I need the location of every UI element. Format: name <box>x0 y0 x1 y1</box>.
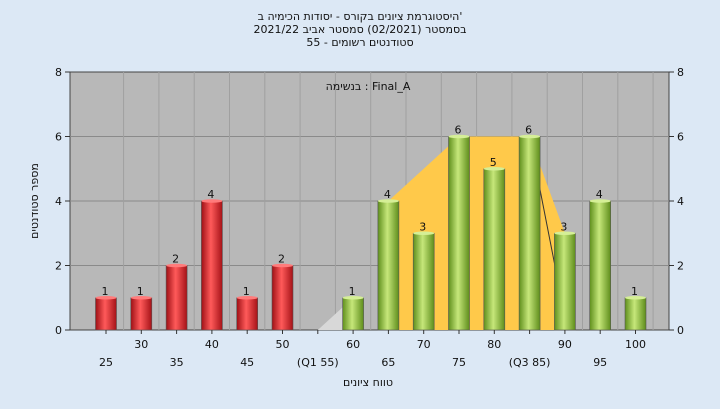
x-tick-label: 60 <box>346 338 360 351</box>
y-tick-label: 2 <box>55 260 62 273</box>
y-tick-label-right: 4 <box>677 195 684 208</box>
bar <box>412 232 435 331</box>
bar <box>448 136 470 331</box>
bar-value-label: 6 <box>455 124 462 137</box>
x-tick-label: 40 <box>205 338 219 351</box>
bar <box>624 297 647 331</box>
bar <box>165 265 188 331</box>
chart-annotation: בנשימה : Final_A <box>326 80 411 93</box>
bar-value-label: 6 <box>525 124 532 137</box>
y-tick-label: 4 <box>55 195 62 208</box>
data-labels: 1 1 2 4 1 2 1 4 3 6 5 6 3 4 1 <box>102 124 639 298</box>
bar-cap <box>272 263 293 268</box>
chart-title-line-2: בסמסטר (02/2021) סמסטר אביב 2021/22 <box>253 23 466 36</box>
bar-cap <box>236 295 258 300</box>
bar-value-label: 1 <box>243 285 250 298</box>
bar <box>377 200 400 331</box>
x-tick-label: (Q1 55) <box>297 356 339 369</box>
x-tick-label: 65 <box>381 356 395 369</box>
x-tick-label: 80 <box>487 338 501 351</box>
bar <box>95 297 117 331</box>
bar-value-label: 5 <box>490 156 497 169</box>
x-tick-label: 25 <box>99 356 113 369</box>
bar-value-label: 4 <box>596 188 603 201</box>
bar <box>554 232 576 331</box>
bar-cap <box>554 231 576 236</box>
bar-cap <box>589 199 611 203</box>
x-tick-label: 45 <box>240 356 254 369</box>
x-tick-label: 90 <box>558 338 572 351</box>
bar-value-label: 2 <box>278 253 285 266</box>
x-axis-label: טווח ציונים <box>343 376 393 389</box>
bar <box>130 297 153 331</box>
bar-cap <box>448 134 470 139</box>
y-tick-label: 8 <box>55 66 62 79</box>
bar-cap <box>483 166 505 171</box>
bar <box>483 168 506 331</box>
bar <box>342 297 364 331</box>
x-tick-label: (Q3 85) <box>509 356 551 369</box>
bar-cap <box>519 134 541 139</box>
x-tick-label: 70 <box>417 338 431 351</box>
bar <box>201 200 223 331</box>
bar-value-label: 4 <box>207 188 214 201</box>
x-tick-label: 75 <box>452 356 466 369</box>
y-axis-label: מספר סטודנטים <box>28 163 41 239</box>
x-tick-label: 50 <box>276 338 290 351</box>
y-axis-right: 0 2 4 6 8 <box>669 66 684 337</box>
bar-cap <box>342 295 364 300</box>
x-tick-label: 35 <box>170 356 184 369</box>
x-tick-label: 100 <box>625 338 646 351</box>
y-tick-label: 0 <box>55 324 62 337</box>
y-tick-label-right: 2 <box>677 260 684 273</box>
bar-cap <box>377 199 399 203</box>
bar-value-label: 1 <box>137 285 144 298</box>
bar-value-label: 2 <box>172 253 179 266</box>
y-tick-label-right: 8 <box>677 66 684 79</box>
bar-cap <box>166 263 188 268</box>
bar-cap <box>413 231 435 236</box>
y-axis-left: 0 2 4 6 8 <box>55 66 70 337</box>
bar <box>518 136 541 331</box>
title-block: היסטוגרמת ציונים בקורס - יסודות הכימיה ב… <box>253 10 466 49</box>
bar <box>271 265 294 331</box>
x-tick-label: 95 <box>593 356 607 369</box>
y-tick-label-right: 6 <box>677 131 684 144</box>
bar-series <box>95 134 647 331</box>
bar <box>589 200 612 331</box>
bar-cap <box>130 295 152 300</box>
chart-title-line-1: היסטוגרמת ציונים בקורס - יסודות הכימיה ב… <box>258 10 463 23</box>
bar <box>236 297 258 331</box>
bar-value-label: 1 <box>102 285 109 298</box>
x-axis: 25 30 35 40 45 50 (Q1 55) 60 65 70 75 80 (Q3 85) 90 95… <box>99 330 646 369</box>
bar-value-label: 1 <box>631 285 638 298</box>
bar-value-label: 1 <box>349 285 356 298</box>
x-tick-label: 30 <box>134 338 148 351</box>
bar-value-label: 3 <box>560 220 567 233</box>
y-tick-label: 6 <box>55 131 62 144</box>
chart-title-line-3: סטודנטים רשומים - 55 <box>306 36 413 49</box>
bar-value-label: 3 <box>419 220 426 233</box>
bar-value-label: 4 <box>384 188 391 201</box>
y-tick-label-right: 0 <box>677 324 684 337</box>
bar-cap <box>625 295 646 300</box>
bar-cap <box>95 295 117 300</box>
bar-cap <box>201 199 223 203</box>
